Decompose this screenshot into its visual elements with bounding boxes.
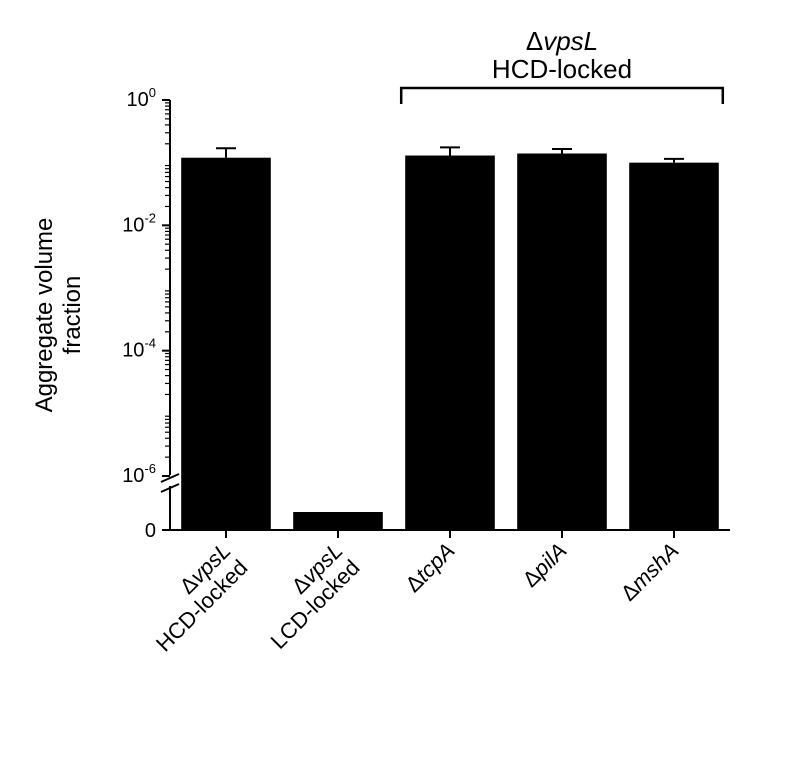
y-axis-label-line2: fraction	[59, 276, 86, 355]
category-label: ΔtcpA	[400, 538, 459, 597]
group-bracket	[401, 88, 723, 104]
ytick-zero: 0	[145, 520, 156, 542]
ytick: 10-2	[122, 210, 156, 236]
bar-hcd	[181, 158, 271, 530]
bar-pila	[517, 154, 607, 530]
bar-lcd	[293, 512, 383, 530]
group-title-line2: HCD-locked	[492, 54, 632, 84]
category-label: ΔmshA	[616, 538, 684, 606]
group-title-line1: ΔvpsL	[526, 26, 598, 56]
y-axis-label-line1: Aggregate volume	[31, 218, 58, 413]
bar-msha	[629, 163, 719, 530]
ytick: 10-4	[122, 336, 156, 362]
category-label: ΔpilA	[518, 538, 572, 592]
bar-tcpa	[405, 156, 495, 530]
ytick: 100	[127, 85, 156, 111]
ytick: 10-6	[122, 461, 156, 487]
